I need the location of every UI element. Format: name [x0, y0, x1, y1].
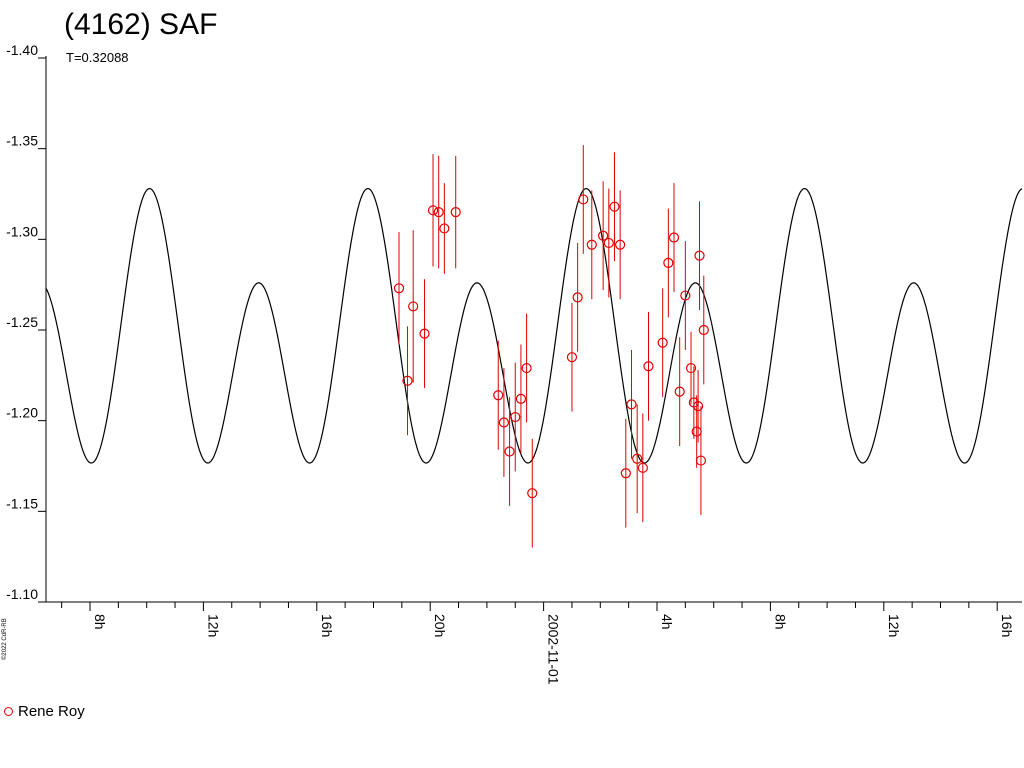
x-tick-label: 2002-11-01	[546, 614, 562, 685]
data-point	[603, 237, 614, 249]
data-point	[685, 362, 697, 374]
x-tick-label: 4h	[659, 614, 675, 630]
x-tick-label: 12h	[886, 614, 902, 637]
legend-marker-icon	[4, 707, 13, 716]
data-point	[695, 455, 707, 466]
y-tick-label: -1.20	[6, 405, 38, 421]
y-tick-label: -1.40	[6, 42, 38, 58]
data-point	[586, 239, 597, 250]
data-point	[626, 399, 637, 410]
period-label: T=0.32088	[66, 50, 129, 65]
data-point	[680, 290, 691, 301]
data-point	[632, 453, 643, 464]
axes: -1.40 -1.35 -1.30 -1.25 -1.20 -1.15 -1.10 8h 12h…	[6, 42, 1022, 685]
data-point	[572, 292, 583, 303]
x-tick-label: 12h	[205, 614, 221, 637]
data-point	[643, 361, 654, 372]
data-point	[578, 194, 589, 205]
data-point	[668, 232, 680, 243]
data-point	[515, 393, 527, 405]
model-curve-line	[45, 187, 1023, 464]
data-point	[698, 324, 709, 336]
data-point	[609, 201, 620, 212]
data-point	[566, 352, 578, 363]
x-tick-label: 16h	[999, 614, 1015, 637]
data-point	[620, 468, 631, 479]
data-point	[402, 375, 413, 386]
x-tick-label: 8h	[772, 614, 788, 630]
y-tick-label: -1.10	[6, 586, 38, 602]
data-point	[598, 230, 609, 241]
data-point	[694, 250, 705, 261]
x-tick-label: 8h	[92, 614, 108, 630]
data-point	[637, 462, 648, 473]
data-point	[504, 446, 515, 457]
data-point	[657, 337, 668, 348]
x-tick-label: 20h	[432, 614, 448, 637]
y-tick-label: -1.15	[6, 495, 38, 511]
data-point	[493, 390, 504, 401]
x-tick-label: 16h	[319, 614, 335, 637]
data-point	[393, 283, 405, 294]
data-point	[527, 488, 538, 499]
data-point	[498, 417, 510, 428]
data-point	[693, 401, 704, 412]
data-point	[521, 362, 532, 374]
model-curve	[45, 187, 1023, 464]
chart-title: (4162) SAF	[64, 8, 218, 41]
data-points	[393, 145, 709, 548]
legend-label: Rene Roy	[18, 703, 85, 720]
y-tick-label: -1.25	[6, 314, 38, 330]
data-point	[615, 239, 626, 250]
credit-text: ©2022 CdR-RB	[2, 618, 8, 660]
data-point	[408, 301, 419, 312]
data-point	[427, 205, 439, 216]
data-point	[433, 207, 444, 218]
data-point	[674, 386, 685, 397]
legend: Rene Roy	[4, 703, 85, 720]
data-point	[663, 257, 674, 269]
y-tick-label: -1.35	[6, 133, 38, 149]
data-point	[419, 328, 430, 339]
data-point	[510, 411, 521, 423]
data-point	[439, 223, 450, 234]
data-point	[450, 207, 461, 218]
y-tick-label: -1.30	[6, 223, 38, 239]
